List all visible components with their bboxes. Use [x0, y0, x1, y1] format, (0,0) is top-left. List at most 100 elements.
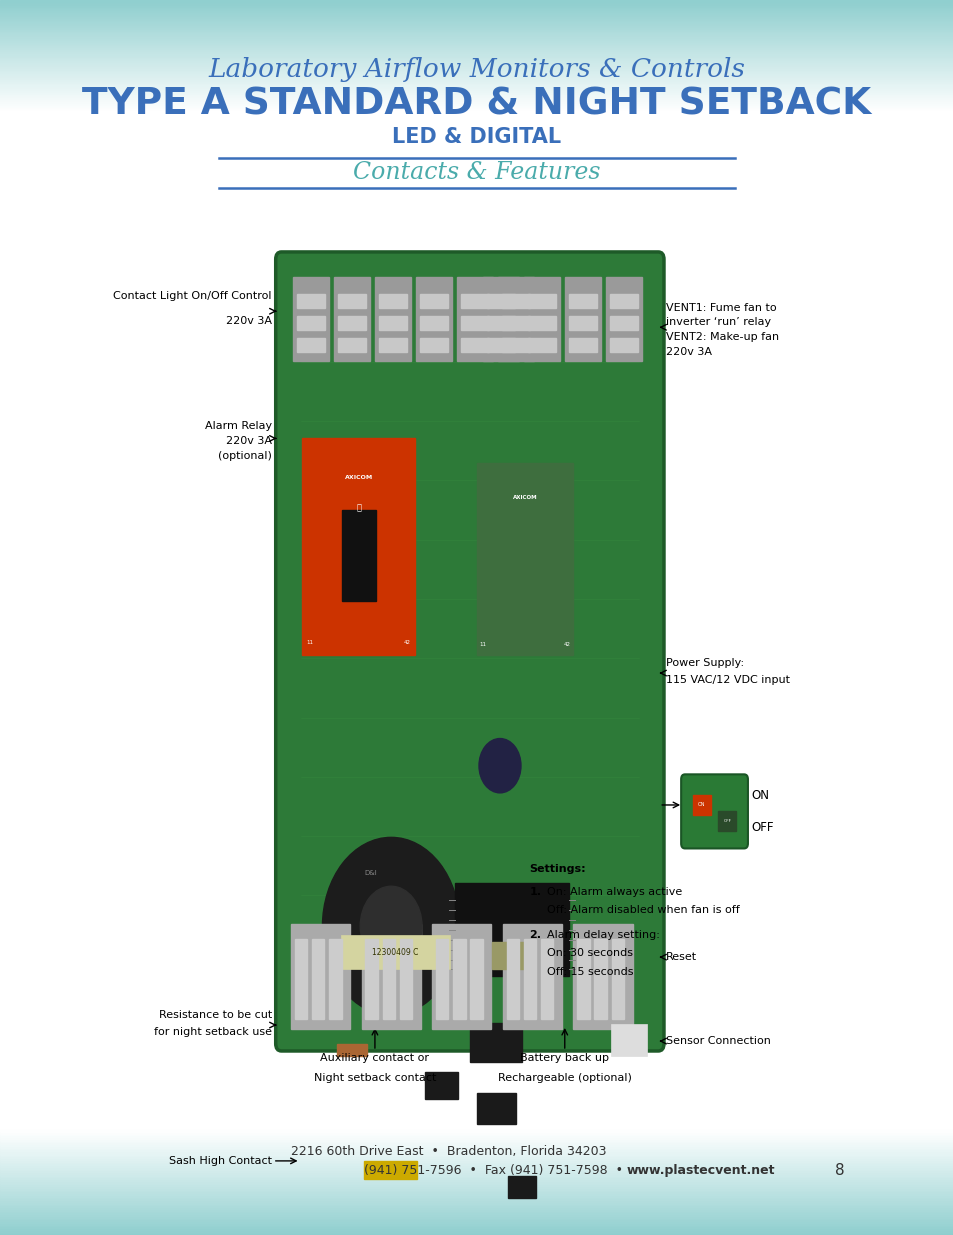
Bar	[0, 4, 953, 5]
Bar	[0, 11, 953, 14]
Bar	[611, 939, 623, 1019]
Bar	[470, 939, 482, 1019]
Bar	[0, 1213, 953, 1214]
Text: Laboratory Airflow Monitors & Controls: Laboratory Airflow Monitors & Controls	[209, 57, 744, 82]
Bar	[302, 438, 415, 655]
Text: Alarm Relay: Alarm Relay	[205, 421, 272, 431]
Bar	[416, 277, 452, 361]
Bar	[501, 338, 530, 352]
FancyBboxPatch shape	[680, 774, 747, 848]
Bar	[0, 89, 953, 91]
Text: ON: ON	[751, 789, 769, 802]
Bar	[296, 338, 325, 352]
Bar	[609, 294, 638, 308]
Bar	[0, 1209, 953, 1210]
Bar	[0, 48, 953, 49]
Bar	[0, 1234, 953, 1235]
Text: 42: 42	[403, 640, 411, 645]
Bar	[594, 939, 606, 1019]
Bar	[0, 1181, 953, 1183]
Bar	[0, 17, 953, 19]
Bar	[460, 338, 489, 352]
FancyBboxPatch shape	[275, 252, 663, 1051]
Text: Contact Light On/Off Control: Contact Light On/Off Control	[113, 291, 272, 301]
Bar	[0, 38, 953, 41]
Text: 2216 60th Drive East  •  Bradenton, Florida 34203: 2216 60th Drive East • Bradenton, Florid…	[291, 1145, 605, 1157]
Bar	[0, 91, 953, 93]
Bar	[0, 1167, 953, 1168]
Bar	[0, 25, 953, 26]
Bar	[0, 42, 953, 44]
Bar	[0, 103, 953, 104]
Text: D&I: D&I	[364, 869, 376, 876]
Bar	[0, 1142, 953, 1144]
Bar	[0, 0, 953, 2]
Bar	[0, 1231, 953, 1234]
Bar	[337, 338, 366, 352]
Bar	[0, 47, 953, 48]
Bar	[0, 1225, 953, 1226]
Bar	[0, 1210, 953, 1213]
Bar	[492, 942, 528, 969]
Text: 1.: 1.	[529, 887, 541, 897]
Bar	[0, 61, 953, 63]
Bar	[0, 1158, 953, 1160]
Bar	[0, 56, 953, 58]
Bar	[0, 80, 953, 82]
Text: VENT2: Make-up fan: VENT2: Make-up fan	[665, 332, 779, 342]
Bar	[0, 1130, 953, 1131]
Bar	[0, 1131, 953, 1134]
Bar	[312, 939, 324, 1019]
Text: Night setback contact: Night setback contact	[314, 1073, 436, 1083]
Bar	[378, 316, 407, 330]
Bar	[334, 277, 370, 361]
Text: 220v 3A: 220v 3A	[226, 436, 272, 446]
Text: TYPE A STANDARD & NIGHT SETBACK: TYPE A STANDARD & NIGHT SETBACK	[82, 86, 871, 124]
Bar	[0, 86, 953, 89]
Text: Power Supply:: Power Supply:	[665, 658, 743, 668]
Bar	[0, 1160, 953, 1161]
Bar	[0, 1168, 953, 1171]
Bar	[476, 1093, 515, 1124]
Bar	[0, 1141, 953, 1142]
Bar	[0, 22, 953, 25]
Text: 220v 3A: 220v 3A	[665, 347, 711, 357]
Bar	[0, 1139, 953, 1141]
Bar	[0, 14, 953, 15]
Bar	[527, 316, 556, 330]
Text: Off: Alarm disabled when fan is off: Off: Alarm disabled when fan is off	[546, 905, 739, 915]
Bar	[718, 811, 736, 831]
Bar	[0, 1184, 953, 1186]
Bar	[399, 939, 412, 1019]
Text: AXICOM: AXICOM	[512, 495, 537, 500]
Text: Contacts & Features: Contacts & Features	[353, 162, 600, 184]
Bar	[502, 924, 561, 1029]
Bar	[0, 30, 953, 32]
Bar	[0, 1173, 953, 1176]
Bar	[0, 104, 953, 106]
Bar	[0, 1152, 953, 1155]
Text: inverter ‘run’ relay: inverter ‘run’ relay	[665, 317, 770, 327]
Bar	[0, 36, 953, 37]
Bar	[419, 294, 448, 308]
Bar	[0, 1172, 953, 1173]
Bar	[0, 1193, 953, 1194]
Text: 42: 42	[563, 642, 570, 647]
Bar	[0, 1203, 953, 1205]
Bar	[456, 277, 493, 361]
Circle shape	[322, 837, 459, 1015]
Bar	[0, 93, 953, 95]
Text: On: Alarm always active: On: Alarm always active	[546, 887, 681, 897]
Circle shape	[360, 887, 421, 966]
Bar	[0, 109, 953, 111]
Text: Settings:: Settings:	[529, 864, 585, 874]
Text: Off: 15 seconds: Off: 15 seconds	[546, 967, 633, 977]
Bar	[0, 96, 953, 99]
Bar	[0, 1218, 953, 1219]
Text: Alarm delay setting:: Alarm delay setting:	[546, 930, 659, 940]
Bar	[568, 316, 597, 330]
Bar	[0, 52, 953, 54]
Bar	[0, 1223, 953, 1225]
Bar	[0, 19, 953, 21]
Text: 220v 3A: 220v 3A	[226, 316, 272, 326]
